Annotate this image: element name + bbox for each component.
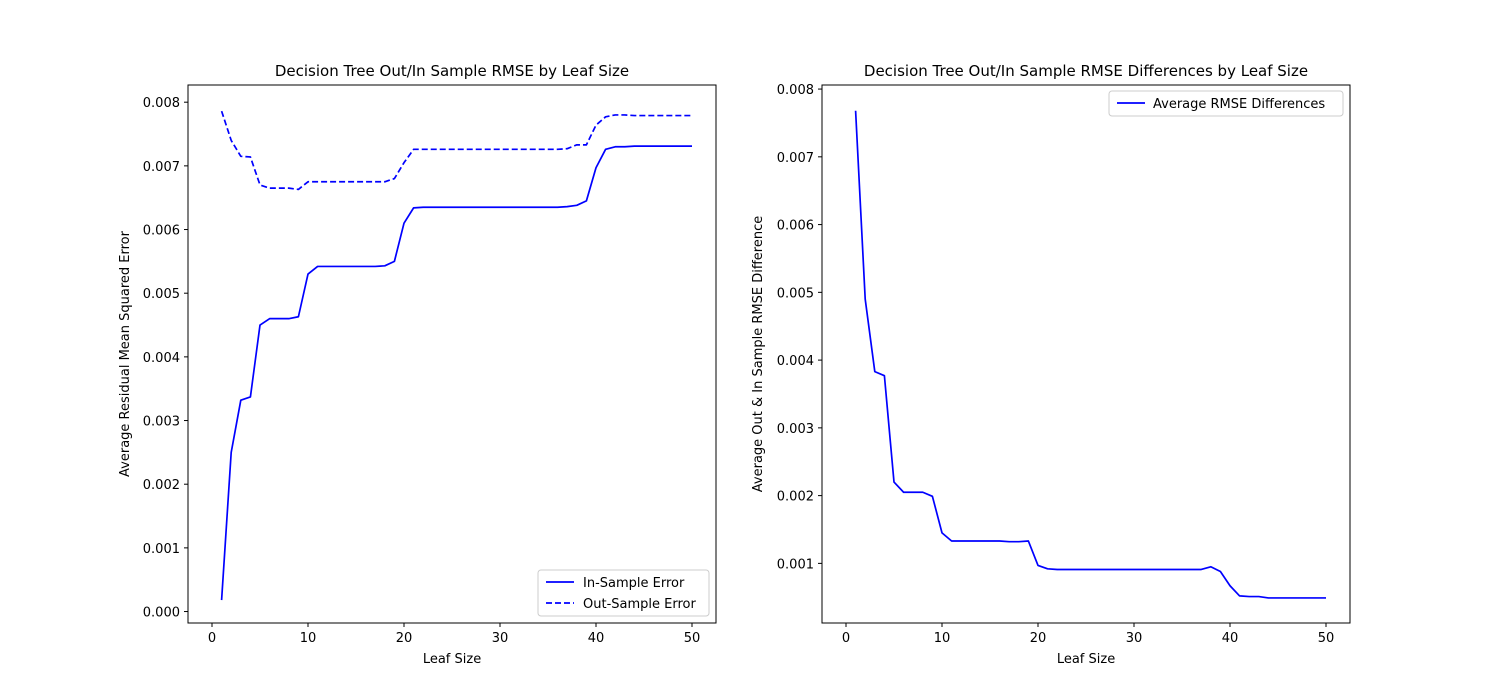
chart-left-y-axis: 0.000 0.001 0.002 0.003 0.004 0.005 0.006 0.007… — [143, 96, 188, 621]
chart-right-y-axis-label: Average Out & In Sample RMSE Difference — [751, 216, 766, 492]
chart-left-axes-frame — [187, 84, 717, 624]
y-tick-label: 0.006 — [143, 224, 180, 239]
y-tick-label: 0.005 — [777, 286, 814, 301]
legend-label-average-rmse-differences: Average RMSE Differences — [1153, 97, 1325, 112]
chart-left-x-axis: 0 10 20 30 40 50 — [208, 623, 700, 646]
chart-right-x-axis: 0 10 20 30 40 50 — [842, 623, 1334, 646]
chart-left-legend: In-Sample Error Out-Sample Error — [537, 569, 710, 617]
chart-right-y-axis: 0.001 0.002 0.003 0.004 0.005 0.006 0.007 0.008 — [777, 83, 822, 572]
x-tick-label: 10 — [934, 631, 951, 646]
x-tick-label: 40 — [588, 631, 605, 646]
y-tick-label: 0.000 — [143, 606, 180, 621]
x-tick-label: 30 — [492, 631, 509, 646]
y-tick-label: 0.008 — [777, 83, 814, 98]
chart-left-legend-box — [537, 569, 710, 617]
legend-label-in-sample-error: In-Sample Error — [583, 576, 685, 591]
chart-left-title: Decision Tree Out/In Sample RMSE by Leaf… — [275, 62, 629, 80]
chart-right-legend-box — [1108, 90, 1344, 117]
series-line-out-sample-error — [220, 110, 692, 191]
x-tick-label: 10 — [300, 631, 317, 646]
chart-right-title: Decision Tree Out/In Sample RMSE Differe… — [864, 62, 1308, 80]
x-tick-label: 0 — [842, 631, 850, 646]
y-tick-label: 0.002 — [777, 490, 814, 505]
y-tick-label: 0.007 — [777, 151, 814, 166]
y-tick-label: 0.002 — [143, 478, 180, 493]
chart-right-plot-area — [854, 110, 1326, 599]
y-tick-label: 0.004 — [143, 351, 180, 366]
chart-right-x-axis-label: Leaf Size — [1057, 652, 1115, 667]
x-tick-label: 20 — [1030, 631, 1047, 646]
series-line-in-sample-error — [220, 145, 692, 601]
chart-left-plot-area — [220, 110, 692, 601]
chart-right-legend: Average RMSE Differences — [1108, 90, 1344, 117]
series-line-average-rmse-differences — [854, 110, 1326, 599]
x-tick-label: 50 — [684, 631, 701, 646]
x-tick-label: 50 — [1318, 631, 1335, 646]
y-tick-label: 0.004 — [777, 354, 814, 369]
y-tick-label: 0.003 — [143, 415, 180, 430]
legend-label-out-sample-error: Out-Sample Error — [583, 597, 696, 612]
chart-right-axes-frame — [821, 84, 1351, 624]
chart-left-x-axis-label: Leaf Size — [423, 652, 481, 667]
y-tick-label: 0.007 — [143, 160, 180, 175]
chart-right: Decision Tree Out/In Sample RMSE Differe… — [751, 62, 1351, 667]
x-tick-label: 30 — [1126, 631, 1143, 646]
y-tick-label: 0.003 — [777, 422, 814, 437]
x-tick-label: 40 — [1222, 631, 1239, 646]
y-tick-label: 0.008 — [143, 96, 180, 111]
y-tick-label: 0.005 — [143, 287, 180, 302]
chart-left-y-axis-label: Average Residual Mean Squared Error — [118, 230, 133, 477]
chart-left: Decision Tree Out/In Sample RMSE by Leaf… — [118, 62, 717, 667]
y-tick-label: 0.001 — [777, 557, 814, 572]
y-tick-label: 0.006 — [777, 219, 814, 234]
x-tick-label: 20 — [396, 631, 413, 646]
y-tick-label: 0.001 — [143, 542, 180, 557]
x-tick-label: 0 — [208, 631, 216, 646]
